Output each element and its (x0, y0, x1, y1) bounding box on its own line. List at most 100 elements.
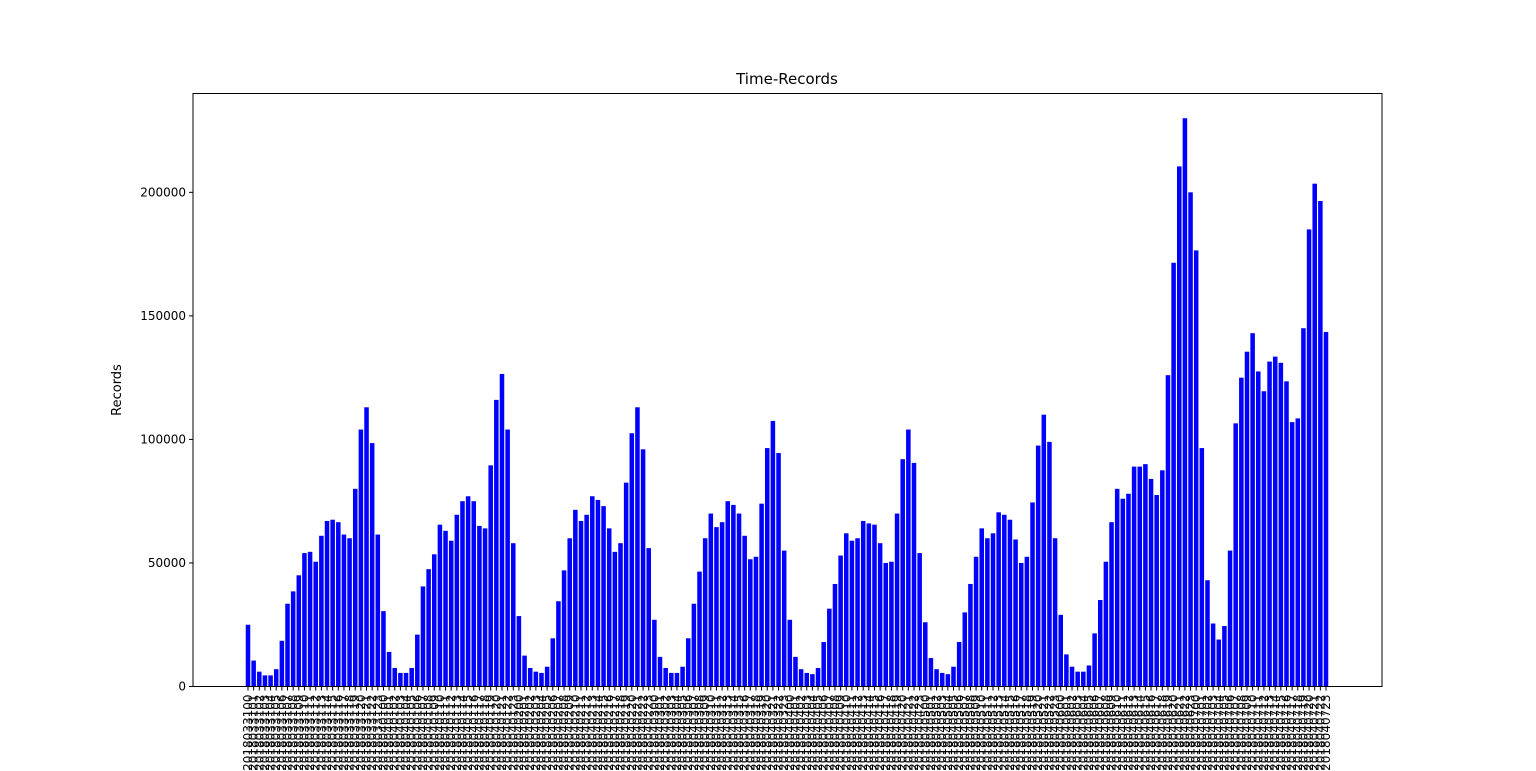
bar-2018040122 (505, 429, 510, 687)
bar-2018040500 (923, 622, 928, 687)
x-tick-label: 2018040308 (693, 695, 707, 771)
x-tick-label: 2018040108 (422, 695, 436, 771)
bar-2018040401 (793, 656, 798, 687)
bar-2018040706 (1227, 550, 1233, 687)
x-tick-label: 2018040304 (670, 695, 684, 771)
x-tick-label: 2018040118 (478, 695, 492, 771)
bar-2018033106 (279, 640, 285, 687)
bar-2018040406 (821, 642, 826, 687)
x-tick-label: 2018040121 (495, 695, 509, 771)
x-tick-label: 2018040618 (1155, 695, 1169, 771)
x-tick-label: 2018040210 (568, 695, 582, 771)
x-tick-label: 2018040101 (382, 695, 396, 771)
x-tick-label: 2018040713 (1263, 695, 1277, 771)
x-tick-label: 2018040708 (1234, 695, 1248, 771)
x-tick-label: 2018040620 (1167, 695, 1181, 771)
bar-2018033109 (296, 575, 302, 687)
x-tick-label: 2018040720 (1302, 695, 1316, 771)
bar-2018040608 (1103, 561, 1109, 687)
x-tick-label: 2018040714 (1268, 695, 1282, 771)
bar-2018040316 (742, 535, 747, 687)
x-tick-label: 2018040522 (1042, 695, 1056, 771)
x-tick-label: 2018040107 (416, 695, 430, 771)
bar-2018040607 (1097, 600, 1103, 687)
x-tick-label: 2018040215 (597, 695, 611, 771)
x-tick-label: 2018040615 (1138, 695, 1152, 771)
bar-2018040522 (1047, 441, 1052, 687)
x-tick-label: 2018040102 (388, 695, 402, 771)
y-tick-label: 150000 (140, 309, 186, 323)
bar-2018040120 (494, 399, 499, 687)
x-tick-label: 2018040214 (591, 695, 605, 771)
x-tick-label: 2018040717 (1285, 695, 1299, 771)
x-tick-label: 2018040105 (405, 695, 419, 771)
bar-2018040104 (403, 672, 409, 687)
bar-2018040413 (860, 520, 866, 687)
bar-2018040402 (798, 669, 804, 687)
bar-2018040220 (629, 433, 635, 687)
bar-2018040204 (539, 672, 544, 687)
x-tick-label: 2018033110 (297, 695, 311, 771)
x-tick-label: 2018040208 (557, 695, 571, 771)
bar-2018033119 (352, 488, 358, 687)
bar-2018040511 (985, 538, 990, 687)
bar-2018040405 (815, 667, 821, 687)
bar-2018040207 (556, 601, 561, 687)
x-tick-label: 2018040209 (563, 695, 577, 771)
x-tick-label: 2018040606 (1088, 695, 1102, 771)
bar-2018040713 (1267, 361, 1272, 687)
x-tick-label: 2018033101 (247, 695, 261, 771)
bar-2018040508 (968, 583, 973, 687)
bar-2018033121 (364, 407, 369, 687)
bar-2018040116 (471, 501, 477, 687)
bar-2018040105 (409, 667, 414, 687)
x-tick-label: 2018040410 (839, 695, 853, 771)
x-tick-label: 2018033123 (371, 695, 385, 771)
bar-2018040115 (465, 496, 471, 687)
x-tick-label: 2018040115 (461, 695, 475, 771)
bar-2018040720 (1306, 229, 1312, 687)
bar-2018040615 (1143, 464, 1148, 687)
x-tick-label: 2018040315 (732, 695, 746, 771)
bar-2018040419 (894, 513, 900, 687)
bar-2018040217 (612, 551, 618, 687)
bar-2018040721 (1312, 183, 1317, 687)
x-tick-label: 2018040401 (788, 695, 802, 771)
x-tick-label: 2018040504 (941, 695, 955, 771)
x-tick-label: 2018040721 (1308, 695, 1322, 771)
x-tick-label: 2018040406 (817, 695, 831, 771)
x-tick-label: 2018040408 (828, 695, 842, 771)
x-tick-label: 2018040212 (580, 695, 594, 771)
bar-2018040319 (759, 503, 764, 687)
x-tick-label: 2018040112 (444, 695, 458, 771)
x-tick-label: 2018040610 (1110, 695, 1124, 771)
x-tick-label: 2018040601 (1059, 695, 1073, 771)
x-tick-label: 2018040703 (1206, 695, 1220, 771)
bar-2018033105 (273, 669, 279, 687)
x-tick-label: 2018040507 (958, 695, 972, 771)
x-tick-label: 2018040622 (1178, 695, 1192, 771)
bar-2018040103 (398, 672, 403, 687)
x-tick-label: 2018033106 (275, 695, 289, 771)
bar-2018040714 (1272, 356, 1278, 687)
x-tick-label: 2018040323 (777, 695, 791, 771)
bar-2018040303 (669, 672, 674, 687)
bar-2018040403 (804, 672, 810, 687)
x-tick-label: 2018033107 (281, 695, 295, 771)
bar-2018040114 (460, 501, 465, 687)
bar-2018040412 (855, 538, 860, 687)
x-tick-label: 2018040611 (1116, 695, 1130, 771)
bar-2018040215 (601, 506, 606, 687)
bar-2018040601 (1064, 654, 1069, 687)
x-tick-label: 2018033100 (241, 695, 255, 771)
bar-2018040200 (516, 616, 522, 687)
x-tick-label: 2018040709 (1240, 695, 1254, 771)
bar-2018040600 (1058, 614, 1063, 687)
x-tick-label: 2018040119 (484, 695, 498, 771)
x-tick-label: 2018040613 (1127, 695, 1141, 771)
bar-2018040113 (454, 514, 460, 687)
bar-2018040510 (979, 528, 984, 687)
x-tick-label: 2018033122 (365, 695, 379, 771)
x-tick-label: 2018040319 (755, 695, 769, 771)
y-tick-label: 100000 (140, 432, 186, 446)
